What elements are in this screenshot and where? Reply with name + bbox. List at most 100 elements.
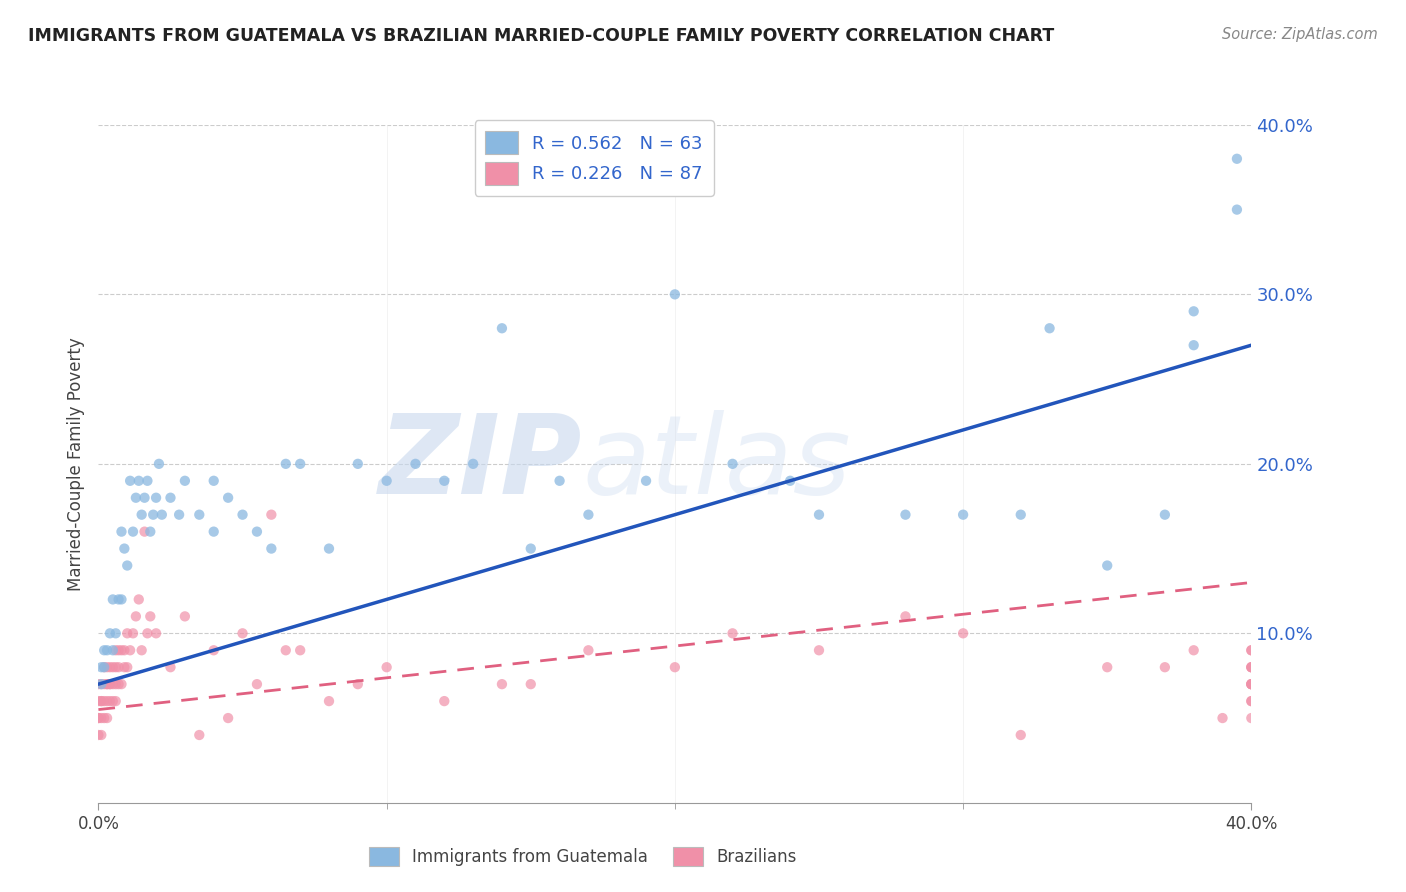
Point	[1010, 728, 1032, 742]
Point	[117, 558, 139, 573]
Point	[110, 677, 132, 691]
Point	[93, 643, 115, 657]
Point	[1240, 643, 1263, 657]
Point	[721, 626, 744, 640]
Text: IMMIGRANTS FROM GUATEMALA VS BRAZILIAN MARRIED-COUPLE FAMILY POVERTY CORRELATION: IMMIGRANTS FROM GUATEMALA VS BRAZILIAN M…	[28, 27, 1054, 45]
Point	[110, 524, 132, 539]
Point	[90, 711, 112, 725]
Point	[1153, 508, 1175, 522]
Point	[346, 457, 368, 471]
Point	[1240, 677, 1263, 691]
Point	[131, 508, 153, 522]
Point	[93, 694, 115, 708]
Point	[894, 609, 917, 624]
Point	[520, 541, 543, 556]
Point	[120, 474, 142, 488]
Point	[87, 711, 110, 725]
Point	[491, 677, 513, 691]
Point	[104, 694, 127, 708]
Point	[1240, 677, 1263, 691]
Point	[125, 491, 148, 505]
Point	[145, 491, 167, 505]
Point	[90, 660, 112, 674]
Point	[96, 711, 118, 725]
Point	[375, 660, 398, 674]
Point	[104, 643, 127, 657]
Point	[96, 694, 118, 708]
Point	[1226, 152, 1249, 166]
Point	[90, 677, 112, 691]
Point	[122, 626, 145, 640]
Point	[1240, 660, 1263, 674]
Point	[1097, 660, 1119, 674]
Point	[231, 508, 254, 522]
Point	[139, 524, 162, 539]
Point	[1182, 338, 1205, 352]
Point	[120, 643, 142, 657]
Point	[1010, 508, 1032, 522]
Point	[274, 643, 297, 657]
Point	[1182, 304, 1205, 318]
Point	[246, 524, 269, 539]
Point	[112, 541, 135, 556]
Point	[131, 643, 153, 657]
Point	[375, 474, 398, 488]
Point	[90, 728, 112, 742]
Point	[807, 508, 830, 522]
Point	[174, 474, 197, 488]
Point	[98, 626, 121, 640]
Point	[318, 541, 340, 556]
Point	[96, 660, 118, 674]
Point	[159, 660, 181, 674]
Point	[636, 474, 658, 488]
Point	[231, 626, 254, 640]
Point	[87, 711, 110, 725]
Point	[93, 677, 115, 691]
Point	[125, 609, 148, 624]
Point	[104, 626, 127, 640]
Point	[98, 677, 121, 691]
Point	[101, 643, 124, 657]
Point	[1038, 321, 1062, 335]
Point	[117, 660, 139, 674]
Y-axis label: Married-Couple Family Poverty: Married-Couple Family Poverty	[66, 337, 84, 591]
Point	[721, 457, 744, 471]
Point	[148, 457, 170, 471]
Point	[139, 609, 162, 624]
Point	[101, 694, 124, 708]
Point	[1226, 202, 1249, 217]
Point	[274, 457, 297, 471]
Point	[117, 626, 139, 640]
Point	[260, 541, 283, 556]
Point	[260, 508, 283, 522]
Point	[461, 457, 484, 471]
Point	[1240, 694, 1263, 708]
Point	[1097, 558, 1119, 573]
Point	[122, 524, 145, 539]
Point	[217, 711, 239, 725]
Point	[98, 694, 121, 708]
Point	[96, 677, 118, 691]
Point	[101, 677, 124, 691]
Point	[246, 677, 269, 691]
Point	[779, 474, 801, 488]
Point	[136, 474, 159, 488]
Point	[578, 508, 600, 522]
Point	[93, 711, 115, 725]
Point	[134, 491, 156, 505]
Point	[107, 677, 129, 691]
Point	[110, 592, 132, 607]
Point	[318, 694, 340, 708]
Point	[134, 524, 156, 539]
Point	[93, 660, 115, 674]
Point	[202, 524, 225, 539]
Point	[290, 457, 312, 471]
Point	[433, 694, 456, 708]
Point	[167, 508, 190, 522]
Legend: Immigrants from Guatemala, Brazilians: Immigrants from Guatemala, Brazilians	[361, 840, 803, 872]
Point	[188, 728, 211, 742]
Point	[664, 287, 686, 301]
Point	[1240, 711, 1263, 725]
Point	[98, 660, 121, 674]
Point	[290, 643, 312, 657]
